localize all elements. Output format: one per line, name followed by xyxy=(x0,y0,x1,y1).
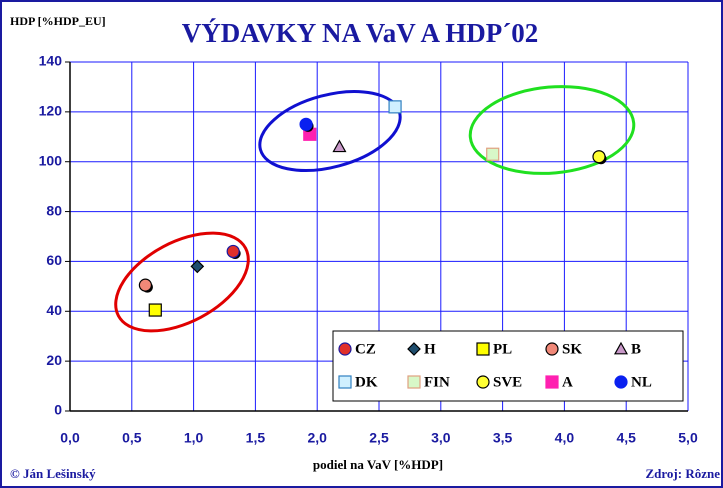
marker xyxy=(613,341,629,355)
footer-right: Zdroj: Rôzne xyxy=(645,466,720,481)
x-tick-label: 2,5 xyxy=(369,430,389,446)
marker xyxy=(148,303,162,317)
x-tick-label: 4,5 xyxy=(616,430,636,446)
y-tick-label: 40 xyxy=(46,302,62,318)
marker xyxy=(138,278,152,292)
marker xyxy=(614,375,628,389)
marker xyxy=(388,100,402,114)
chart-title: VÝDAVKY NA VaV A HDP´02 xyxy=(182,18,539,48)
x-tick-label: 0,5 xyxy=(122,430,142,446)
y-tick-label: 80 xyxy=(46,202,62,218)
marker xyxy=(190,259,205,274)
y-tick-label: 100 xyxy=(39,152,63,168)
legend-label: SK xyxy=(562,341,582,357)
marker xyxy=(338,375,352,389)
x-tick-label: 0,0 xyxy=(60,430,80,446)
marker xyxy=(299,117,313,131)
ellipse xyxy=(468,85,636,175)
legend-label: FIN xyxy=(424,374,450,390)
legend-label: DK xyxy=(355,374,378,390)
legend xyxy=(332,330,684,402)
legend-label: NL xyxy=(631,374,652,390)
legend-label: H xyxy=(424,341,436,357)
legend-label: SVE xyxy=(493,374,522,390)
marker xyxy=(407,342,421,356)
grid: 0 20 40 60 80 100 120 140 0,0 0,5 1,0 1,5 2,0 2,5 3,0 3… xyxy=(39,53,698,446)
legend-label: A xyxy=(562,374,573,390)
marks xyxy=(138,100,607,317)
y-tick-label: 120 xyxy=(39,103,63,119)
x-tick-label: 3,0 xyxy=(431,430,451,446)
marker xyxy=(545,342,559,356)
legend-label: CZ xyxy=(355,341,376,357)
marker xyxy=(592,150,606,164)
marker xyxy=(545,375,559,389)
legend-label: PL xyxy=(493,341,512,357)
y-tick-label: 0 xyxy=(54,402,62,418)
legend-label: B xyxy=(631,341,641,357)
marker xyxy=(332,139,347,153)
x-tick-label: 4,0 xyxy=(555,430,575,446)
y-tick-label: 140 xyxy=(39,53,63,69)
marker xyxy=(486,147,500,161)
x-axis-label: podiel na VaV [%HDP] xyxy=(313,457,443,472)
y-tick-label: 60 xyxy=(46,252,62,268)
y-axis-label: HDP [%HDP_EU] xyxy=(10,14,106,28)
footer-left: © Ján Lešinský xyxy=(10,466,96,481)
x-tick-label: 3,5 xyxy=(493,430,513,446)
x-tick-label: 2,0 xyxy=(307,430,327,446)
y-tick-label: 20 xyxy=(46,352,62,368)
marker xyxy=(476,375,490,389)
marker xyxy=(338,342,352,356)
marker xyxy=(476,342,490,356)
marker xyxy=(226,244,240,259)
x-tick-label: 5,0 xyxy=(678,430,698,446)
marker xyxy=(407,375,421,389)
x-tick-label: 1,0 xyxy=(184,430,204,446)
x-tick-label: 1,5 xyxy=(246,430,266,446)
ellipse xyxy=(114,231,250,333)
